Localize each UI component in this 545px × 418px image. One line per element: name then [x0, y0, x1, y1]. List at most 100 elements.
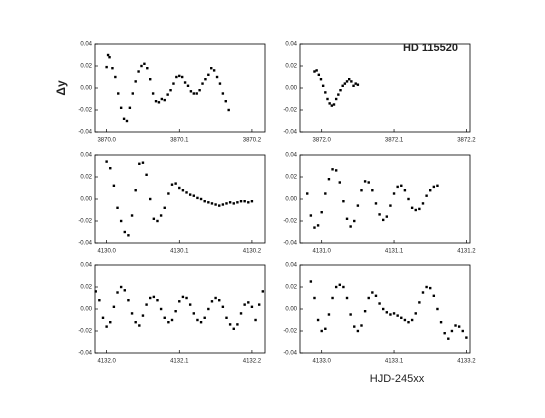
y-tick-label: 0.00: [285, 86, 297, 92]
y-tick-label: -0.04: [283, 351, 297, 357]
data-point: [363, 180, 367, 183]
data-point: [457, 325, 461, 328]
data-point: [337, 93, 340, 96]
panel: -0.04 -0.02 0.00 0.02 0.04 4131.0 4131.1 4131.2: [283, 153, 476, 255]
data-point: [400, 316, 403, 319]
data-point: [331, 296, 334, 300]
data-point: [236, 323, 239, 326]
data-point: [410, 206, 414, 209]
data-point: [327, 313, 331, 316]
data-point: [334, 97, 338, 101]
data-point: [349, 313, 352, 316]
data-point: [367, 296, 370, 300]
data-point: [356, 204, 360, 207]
data-point: [151, 92, 155, 95]
panel: -0.04 -0.02 0.00 0.02 0.04 4133.0 4133.1 4133.2…: [283, 263, 476, 385]
data-point: [320, 329, 323, 333]
data-point: [443, 332, 446, 335]
data-point: [224, 100, 227, 103]
data-point: [114, 75, 117, 79]
data-point: [188, 303, 192, 306]
data-point: [170, 318, 174, 322]
data-point: [214, 203, 217, 206]
data-point: [140, 64, 143, 68]
y-tick-label: 0.04: [80, 263, 92, 269]
data-point: [367, 181, 370, 184]
y-tick-label: -0.04: [78, 351, 92, 357]
data-point: [149, 296, 152, 300]
data-point: [454, 324, 457, 327]
data-point: [109, 321, 112, 324]
data-point: [250, 200, 254, 203]
y-tick-label: -0.02: [283, 219, 297, 225]
data-point: [381, 218, 385, 222]
data-point: [112, 305, 116, 308]
data-point: [131, 92, 134, 95]
data-point: [389, 204, 392, 207]
data-point: [257, 303, 261, 306]
data-point: [105, 325, 108, 328]
data-point: [119, 219, 123, 223]
data-point: [141, 314, 145, 317]
y-tick-label: 0.04: [80, 153, 92, 159]
data-point: [227, 108, 230, 112]
data-point: [429, 286, 432, 290]
x-tick-label: 3870.1: [170, 138, 189, 144]
y-tick-label: 0.04: [80, 42, 92, 48]
y-tick-label: 0.00: [80, 307, 92, 313]
data-point: [108, 56, 111, 59]
data-point: [421, 202, 425, 205]
data-point: [239, 200, 243, 203]
data-point: [341, 84, 344, 87]
x-tick-label: 4130.2: [243, 249, 262, 255]
data-point: [389, 313, 392, 316]
data-point: [360, 324, 363, 327]
data-point: [439, 321, 443, 324]
data-point: [201, 82, 204, 85]
data-point: [163, 316, 166, 319]
data-point: [317, 73, 321, 76]
data-point: [403, 189, 407, 192]
y-tick-label: 0.02: [285, 285, 297, 291]
x-axis-label: HJD-245xx: [370, 373, 425, 385]
data-point: [353, 325, 356, 328]
data-point: [154, 100, 158, 103]
data-point: [178, 186, 181, 190]
data-point: [436, 307, 439, 311]
data-point: [134, 80, 137, 83]
data-point: [130, 214, 134, 217]
data-point: [324, 192, 327, 195]
data-point: [212, 69, 216, 72]
data-point: [163, 206, 166, 209]
x-tick-label: 3872.1: [385, 138, 404, 144]
data-point: [410, 318, 414, 322]
data-point: [334, 169, 338, 172]
data-point: [345, 217, 349, 220]
x-tick-label: 4133.2: [457, 359, 476, 365]
data-point: [436, 184, 439, 187]
data-point: [421, 291, 425, 294]
data-point: [349, 225, 352, 228]
data-point: [354, 82, 357, 85]
data-point: [378, 302, 381, 305]
data-point: [432, 294, 436, 297]
data-point: [196, 318, 199, 322]
data-point: [117, 92, 120, 95]
data-point: [127, 234, 130, 237]
data-point: [350, 80, 353, 83]
data-point: [156, 219, 159, 223]
data-point: [210, 202, 214, 205]
data-point: [192, 194, 196, 197]
data-point: [342, 200, 345, 203]
data-point: [353, 219, 356, 223]
data-point: [331, 168, 334, 171]
data-point: [181, 189, 185, 192]
data-point: [228, 201, 232, 204]
data-point: [381, 307, 385, 311]
data-point: [465, 336, 468, 339]
data-point: [123, 230, 126, 234]
data-point: [414, 312, 417, 315]
data-point: [207, 73, 210, 76]
data-point: [192, 312, 196, 315]
y-tick-label: 0.04: [285, 263, 297, 269]
